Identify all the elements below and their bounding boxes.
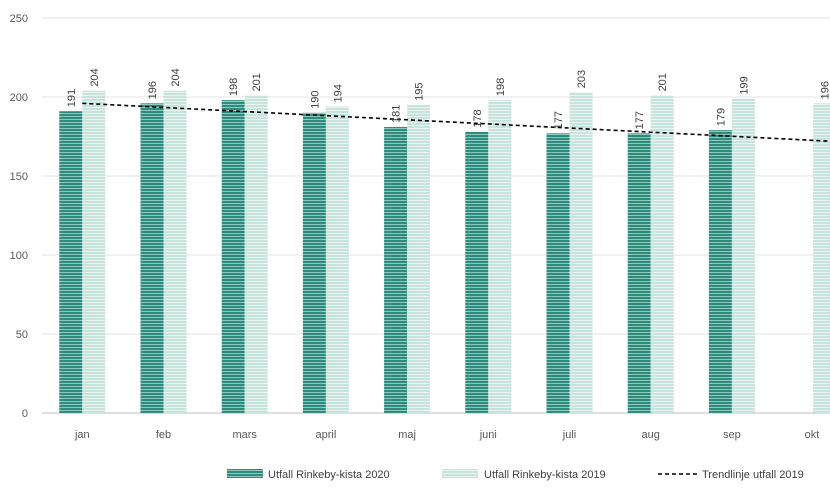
bar-2019-juli: [569, 92, 593, 413]
x-tick-label: jan: [74, 429, 90, 441]
bar-2020-april: [302, 112, 326, 414]
data-label: 199: [738, 76, 750, 94]
data-label: 177: [553, 111, 565, 129]
bar-2020-maj: [384, 127, 408, 414]
bar-2019-feb: [163, 90, 187, 414]
bar-2019-juni: [488, 100, 512, 413]
legend-swatch-2020: [227, 469, 263, 478]
y-tick-label: 50: [16, 329, 28, 341]
legend-label-2020: Utfall Rinkeby-kista 2020: [268, 469, 390, 481]
y-tick-label: 200: [10, 92, 28, 104]
x-tick-label: juni: [479, 429, 497, 441]
trendline-2019: [82, 102, 830, 143]
data-label: 204: [89, 68, 101, 86]
data-label: 203: [576, 70, 588, 88]
data-label: 178: [472, 109, 484, 127]
bar-2020-feb: [140, 103, 164, 413]
bar-2019-april: [325, 106, 349, 413]
bar-2020-juni: [465, 131, 489, 413]
bar-2020-aug: [627, 133, 651, 413]
x-axis-tick-labels: jan feb mars april maj juni juli aug sep okt: [74, 429, 819, 441]
x-tick-label: maj: [398, 429, 416, 441]
data-label: 179: [715, 108, 727, 126]
x-tick-label: mars: [232, 429, 257, 441]
data-label: 196: [147, 81, 159, 99]
bar-2019-jan: [82, 90, 106, 414]
data-label: 204: [170, 68, 182, 86]
bar-2019-aug: [650, 95, 674, 414]
y-tick-label: 0: [22, 408, 28, 420]
data-labels: 191 196 198 190 181 178 177 177 179 204 204 201 194 1…: [66, 68, 830, 129]
bar-2019-okt: [813, 103, 830, 413]
data-label: 198: [228, 78, 240, 96]
y-tick-label: 150: [10, 171, 28, 183]
legend-label-2019: Utfall Rinkeby-kista 2019: [484, 469, 606, 481]
data-label: 196: [820, 81, 830, 99]
x-tick-label: april: [316, 429, 337, 441]
legend: Utfall Rinkeby-kista 2020 Utfall Rinkeby-…: [227, 469, 804, 481]
bar-2020-sep: [708, 130, 732, 413]
data-label: 195: [414, 83, 426, 101]
data-label: 181: [391, 105, 403, 123]
data-label: 194: [332, 84, 344, 102]
x-tick-label: juli: [562, 429, 576, 441]
x-tick-label: aug: [642, 429, 660, 441]
data-label: 191: [66, 89, 78, 107]
data-label: 190: [309, 90, 321, 108]
data-label: 201: [251, 73, 263, 91]
legend-swatch-2019: [442, 469, 478, 478]
x-tick-label: feb: [156, 429, 171, 441]
bar-2019-mars: [244, 95, 268, 414]
x-tick-label: okt: [805, 429, 820, 441]
bars: [59, 90, 830, 414]
bar-2019-maj: [407, 104, 431, 414]
y-tick-label: 250: [10, 13, 28, 25]
y-tick-label: 100: [10, 250, 28, 262]
data-label: 177: [634, 111, 646, 129]
trendline: [82, 102, 830, 143]
y-axis-tick-labels: 0 50 100 150 200 250: [10, 13, 28, 420]
bar-2020-juli: [546, 133, 570, 413]
bar-2019-sep: [731, 98, 755, 413]
data-label: 201: [657, 73, 669, 91]
legend-label-trendline: Trendlinje utfall 2019: [702, 469, 804, 481]
x-tick-label: sep: [723, 429, 741, 441]
bar-2020-mars: [221, 100, 245, 413]
data-label: 198: [495, 78, 507, 96]
bar-2020-jan: [59, 111, 83, 413]
